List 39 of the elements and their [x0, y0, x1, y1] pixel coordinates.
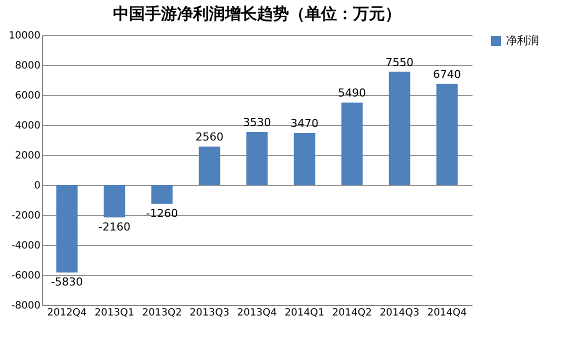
data-label: 3530	[243, 116, 271, 130]
x-tick-label: 2013Q3	[190, 308, 230, 318]
bar	[436, 84, 458, 185]
y-tick-label: 0	[34, 180, 40, 192]
x-tick-label: 2014Q4	[427, 308, 467, 318]
x-tick-label: 2014Q2	[332, 308, 372, 318]
x-tick-label: 2013Q4	[237, 308, 277, 318]
data-label: -2160	[98, 220, 130, 234]
data-label: 5490	[338, 86, 366, 100]
bar	[56, 185, 78, 272]
data-label: 6740	[433, 68, 462, 81]
bar	[151, 185, 173, 204]
y-tick-label: 4000	[15, 120, 40, 132]
bar	[341, 102, 363, 185]
y-tick-label: -4000	[11, 240, 40, 252]
y-tick-label: 10000	[8, 30, 40, 42]
x-tick-label: 2013Q1	[94, 308, 134, 318]
x-tick-label: 2012Q4	[47, 308, 87, 318]
y-tick-label: 2000	[15, 150, 40, 162]
bar	[246, 132, 268, 185]
data-label: 3470	[290, 116, 319, 130]
x-tick-label: 2013Q2	[142, 308, 182, 318]
data-label: 2560	[195, 130, 224, 144]
legend-label: 净利润	[506, 34, 539, 47]
bar	[104, 185, 126, 218]
data-label: -1260	[146, 206, 178, 220]
y-tick-label: 8000	[15, 60, 40, 72]
data-label: 7550	[386, 56, 414, 69]
x-tick-label: 2014Q3	[380, 308, 420, 318]
bar	[294, 132, 316, 185]
data-label: -5830	[50, 275, 83, 288]
y-tick-label: -6000	[11, 270, 40, 282]
y-tick-label: -2000	[11, 210, 40, 222]
bar	[388, 72, 410, 185]
x-tick-label: 2014Q1	[284, 308, 324, 318]
chart-title: 中国手游净利润增长趋势（单位：万元）	[113, 4, 401, 23]
y-tick-label: 6000	[15, 90, 40, 102]
y-tick-label: -8000	[11, 300, 40, 312]
bar	[198, 146, 220, 185]
